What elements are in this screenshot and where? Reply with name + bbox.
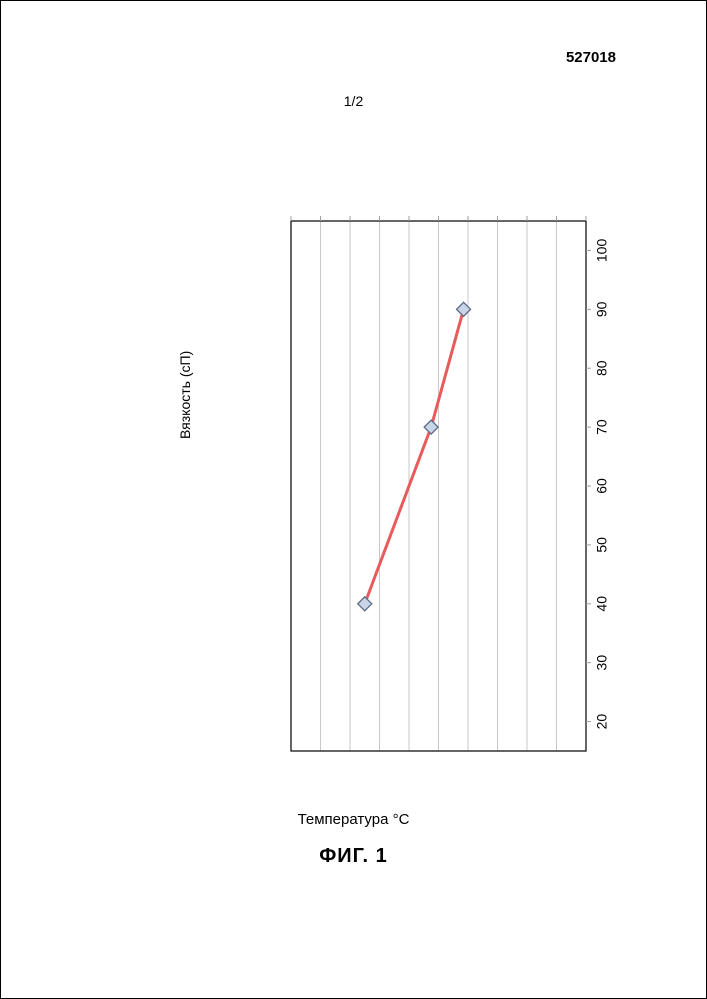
figure-label: ФИГ. 1 [1, 845, 706, 868]
svg-text:50: 50 [593, 537, 609, 553]
svg-text:100: 100 [593, 239, 609, 263]
page-counter: 1/2 [344, 93, 363, 109]
x-axis-title: Температура °С [298, 811, 410, 828]
svg-text:20: 20 [593, 714, 609, 730]
svg-text:30: 30 [593, 655, 609, 671]
svg-text:60: 60 [593, 478, 609, 494]
svg-text:80: 80 [593, 360, 609, 376]
page-container: 527018 1/2 Вязкость (сП) 203040506070809… [0, 0, 707, 999]
chart-area: 203040506070809010002468101214161820 [91, 211, 611, 771]
svg-text:40: 40 [593, 596, 609, 612]
svg-text:90: 90 [593, 301, 609, 317]
viscosity-chart: 203040506070809010002468101214161820 [91, 211, 611, 771]
document-number: 527018 [566, 49, 616, 66]
svg-text:70: 70 [593, 419, 609, 435]
